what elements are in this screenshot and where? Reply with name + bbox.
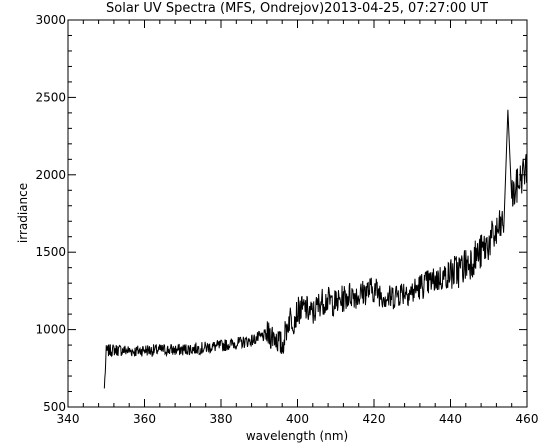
y-tick-label: 500: [43, 400, 66, 414]
x-axis-label: wavelength (nm): [246, 429, 348, 443]
x-tick-label: 340: [57, 412, 80, 426]
x-tick-label: 360: [133, 412, 156, 426]
y-axis-label: irradiance: [16, 183, 30, 243]
axis-ticks: [67, 19, 528, 408]
x-tick-label: 460: [516, 412, 539, 426]
axis-tick-labels: 340 360 380 400 420 440 460 500 1000 1500 2000 2500…: [35, 13, 538, 426]
y-tick-label: 2500: [35, 90, 66, 104]
y-tick-label: 1000: [35, 323, 66, 337]
chart-title: Solar UV Spectra (MFS, Ondrejov)2013-04-…: [106, 1, 488, 16]
x-tick-label: 440: [439, 412, 462, 426]
x-tick-label: 380: [210, 412, 233, 426]
y-tick-label: 3000: [35, 13, 66, 27]
y-tick-label: 1500: [35, 245, 66, 259]
x-tick-label: 400: [286, 412, 309, 426]
y-tick-label: 2000: [35, 168, 66, 182]
x-tick-label: 420: [363, 412, 386, 426]
spectrum-line: [103, 109, 528, 389]
